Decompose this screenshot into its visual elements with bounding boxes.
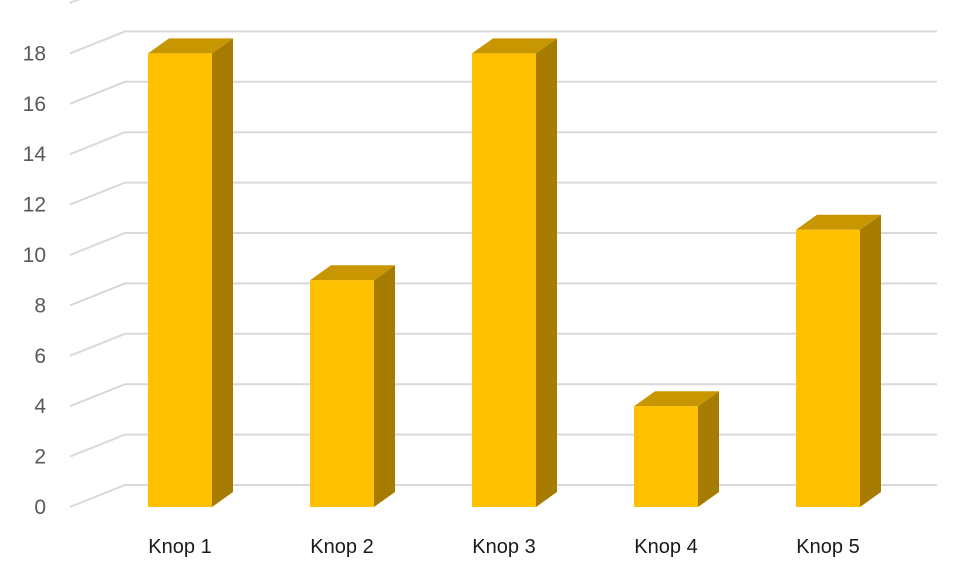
gridline — [69, 30, 937, 55]
bar-top-face — [310, 265, 395, 281]
bar-2 — [310, 265, 395, 507]
y-tick-label: 6 — [34, 345, 46, 368]
bars — [148, 38, 881, 508]
y-tick-label: 16 — [23, 93, 46, 116]
bar-side-face — [860, 214, 881, 508]
y-tick-label: 18 — [23, 42, 46, 65]
gridline — [69, 131, 937, 156]
bar-4 — [634, 391, 719, 507]
x-category-label: Knop 4 — [634, 536, 697, 558]
bar-top-face — [148, 38, 233, 54]
y-axis-tick-labels: 0 2 4 6 8 10 12 14 16 18 — [23, 42, 47, 519]
bar-top-face — [472, 38, 557, 54]
bar-3 — [472, 38, 557, 508]
bar-top-face — [634, 391, 719, 407]
x-axis-category-labels: Knop 1 Knop 2 Knop 3 Knop 4 Knop 5 — [148, 536, 859, 558]
y-tick-label: 12 — [23, 194, 46, 217]
gridline — [69, 181, 937, 206]
x-category-label: Knop 2 — [310, 536, 373, 558]
bar-top-face — [796, 214, 881, 230]
y-tick-label: 4 — [34, 395, 46, 418]
y-tick-label: 2 — [34, 446, 46, 469]
y-tick-label: 0 — [34, 496, 46, 519]
gridline — [69, 383, 937, 408]
bar-side-face — [698, 391, 719, 507]
gridline — [69, 232, 937, 256]
x-category-label: Knop 3 — [472, 536, 535, 558]
bar-front-face — [148, 53, 212, 508]
bar-side-face — [374, 265, 395, 507]
bar-side-face — [536, 38, 557, 508]
gridlines — [69, 0, 937, 508]
gridline — [69, 80, 937, 105]
gridline — [69, 282, 937, 307]
bar-side-face — [212, 38, 233, 508]
bar-front-face — [310, 280, 374, 507]
x-category-label: Knop 1 — [148, 536, 211, 558]
x-category-label: Knop 5 — [796, 536, 859, 558]
bar-front-face — [472, 53, 536, 508]
gridline — [69, 332, 937, 357]
y-tick-label: 10 — [23, 244, 46, 267]
y-tick-label: 14 — [23, 143, 47, 166]
y-tick-label: 8 — [34, 294, 46, 317]
bar-front-face — [634, 406, 698, 507]
gridline — [69, 0, 81, 4]
bar-front-face — [796, 229, 860, 508]
bar-1 — [148, 38, 233, 508]
bar-5 — [796, 214, 881, 508]
